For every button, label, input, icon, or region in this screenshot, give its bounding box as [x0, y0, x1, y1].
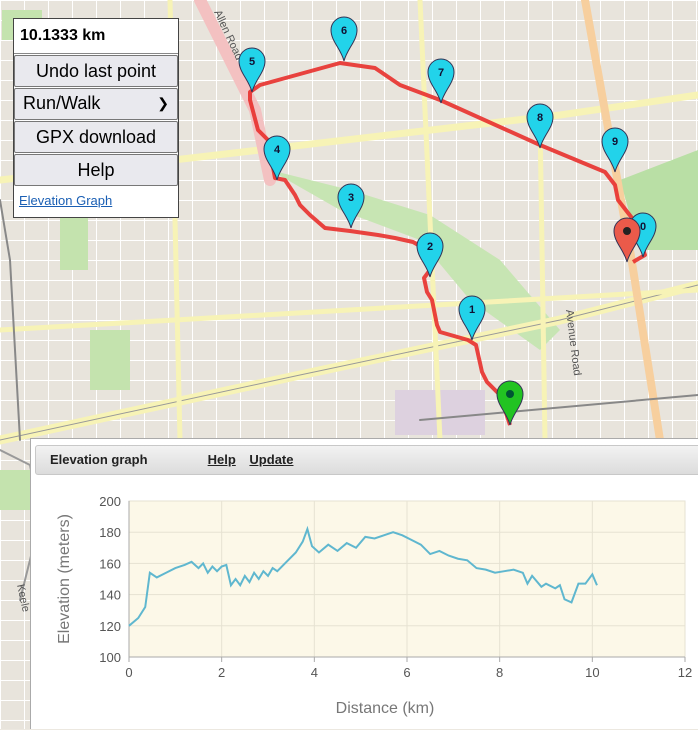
x-tick-label: 4 — [311, 665, 318, 680]
y-tick-label: 140 — [99, 588, 121, 603]
elevation-series-line — [128, 525, 598, 627]
y-tick-label: 180 — [99, 525, 121, 540]
elevation-panel: Elevation graph Help Update 0 2 4 6 8 10 12 100… — [30, 438, 698, 729]
x-axis-label: Distance (km) — [336, 700, 435, 717]
waypoint-label: 7 — [438, 67, 444, 79]
elevation-chart: 0 2 4 6 8 10 12 100 120 140 160 180 200 Distance (km)… — [56, 494, 692, 717]
x-tick-label: 2 — [218, 665, 225, 680]
route-distance: 10.1333 km — [14, 19, 178, 54]
start-marker[interactable] — [496, 380, 524, 426]
end-marker-dot — [623, 227, 631, 235]
waypoint-label: 9 — [612, 136, 618, 148]
park-area — [0, 470, 30, 510]
elevation-panel-header: Elevation graph Help Update — [35, 445, 698, 475]
y-tick-label: 100 — [99, 650, 121, 665]
waypoint-marker-5[interactable]: 5 — [238, 47, 266, 93]
mode-select[interactable]: Run/Walk ❯ — [14, 88, 178, 120]
park-area — [90, 330, 130, 390]
waypoint-marker-9[interactable]: 9 — [601, 127, 629, 173]
x-tick-label: 10 — [585, 665, 599, 680]
major-road — [417, 0, 443, 443]
y-tick-label: 160 — [99, 556, 121, 571]
x-tick-label: 8 — [496, 665, 503, 680]
waypoint-label: 1 — [469, 304, 475, 316]
park-area — [270, 170, 560, 350]
elevation-graph-link[interactable]: Elevation Graph — [19, 193, 113, 208]
undo-last-point-button[interactable]: Undo last point — [14, 55, 178, 87]
waypoint-marker-4[interactable]: 4 — [263, 135, 291, 181]
elevation-help-link[interactable]: Help — [207, 452, 236, 467]
waypoint-marker-3[interactable]: 3 — [337, 183, 365, 229]
mode-select-value: Run/Walk — [23, 93, 101, 113]
elevation-panel-title: Elevation graph — [50, 452, 148, 467]
major-road — [0, 284, 698, 441]
gpx-download-button[interactable]: GPX download — [14, 121, 178, 153]
x-tick-label: 12 — [678, 665, 692, 680]
waypoint-marker-1[interactable]: 1 — [458, 295, 486, 341]
x-tick-label: 0 — [125, 665, 132, 680]
rail-line — [419, 394, 698, 421]
waypoint-marker-8[interactable]: 8 — [526, 103, 554, 149]
rail-line — [0, 199, 21, 441]
major-road — [0, 287, 698, 333]
start-marker-dot — [506, 390, 514, 398]
y-axis-label: Elevation (meters) — [56, 514, 73, 644]
waypoint-label: 0 — [640, 221, 646, 233]
end-marker[interactable] — [613, 217, 641, 263]
waypoint-marker-2[interactable]: 2 — [416, 232, 444, 278]
y-tick-label: 200 — [99, 494, 121, 509]
waypoint-label: 8 — [537, 112, 543, 124]
waypoint-label: 5 — [249, 56, 255, 68]
x-tick-label: 6 — [403, 665, 410, 680]
route-line — [248, 61, 647, 426]
waypoint-marker-7[interactable]: 7 — [427, 58, 455, 104]
waypoint-marker-6[interactable]: 6 — [330, 16, 358, 62]
waypoint-label: 2 — [427, 241, 433, 253]
elevation-link-row: Elevation Graph — [14, 187, 178, 217]
route-control-panel: 10.1333 km Undo last point Run/Walk ❯ GP… — [13, 18, 179, 218]
y-tick-label: 120 — [99, 619, 121, 634]
chevron-down-icon: ❯ — [157, 95, 169, 111]
street-label: Keele — [14, 583, 32, 613]
waypoint-label: 6 — [341, 25, 347, 37]
major-road — [194, 0, 276, 186]
help-button[interactable]: Help — [14, 154, 178, 186]
waypoint-label: 4 — [274, 144, 281, 156]
waypoint-label: 3 — [348, 192, 354, 204]
major-road — [537, 117, 548, 443]
elevation-update-link[interactable]: Update — [249, 452, 294, 467]
